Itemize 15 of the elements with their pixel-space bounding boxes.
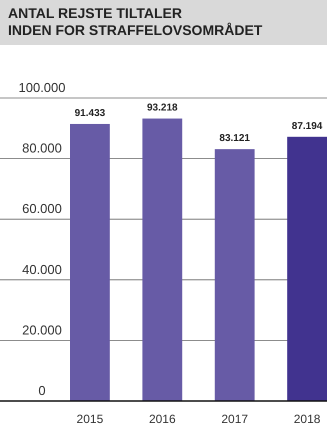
x-tick-label: 2017 <box>221 412 248 426</box>
x-tick-label: 2015 <box>76 412 104 426</box>
y-tick-label: 40.000 <box>22 262 62 277</box>
x-tick-label: 2016 <box>148 412 176 426</box>
y-tick-label: 100.000 <box>18 80 66 95</box>
chart-title: ANTAL REJSTE TILTALER INDEN FOR STRAFFELOVSOMRÅDET <box>8 5 263 38</box>
y-tick-label: 20.000 <box>22 322 62 338</box>
data-label: 83.121 <box>219 133 250 144</box>
data-label: 93.218 <box>147 102 178 114</box>
y-tick-label: 80.000 <box>22 140 62 156</box>
x-tick-label: 2018 <box>294 412 321 426</box>
data-label: 91.433 <box>74 108 106 119</box>
y-tick-label: 0 <box>38 383 46 398</box>
data-label: 87.194 <box>292 120 323 132</box>
y-tick-label: 60.000 <box>22 201 62 216</box>
